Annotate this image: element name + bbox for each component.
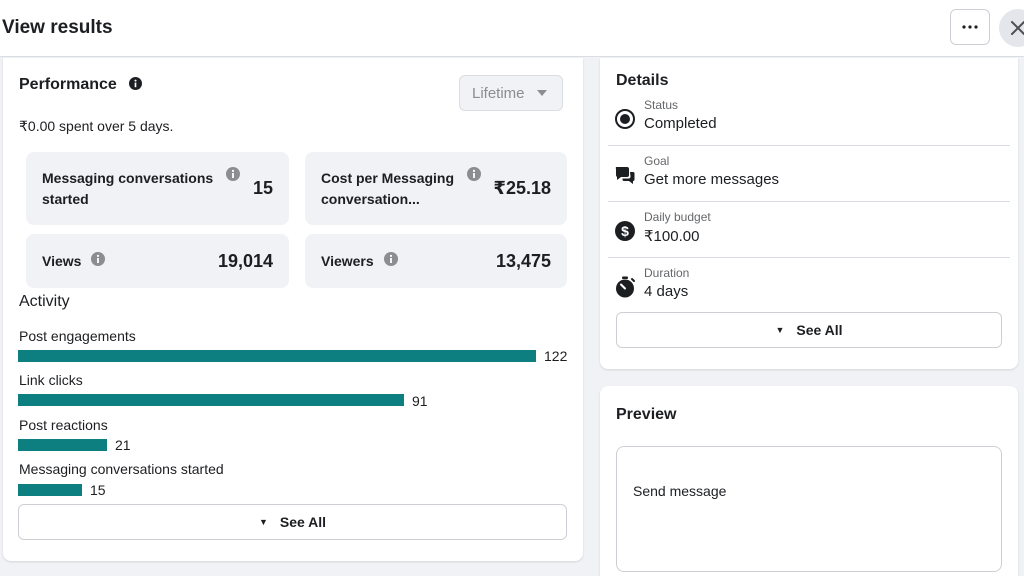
- detail-label: Daily budget: [644, 210, 711, 224]
- more-options-button[interactable]: [950, 9, 990, 45]
- preview-title: Preview: [616, 406, 677, 423]
- metric-value: 19,014: [217, 251, 273, 271]
- metric-value: ₹25.18: [493, 178, 551, 198]
- metric-views: Views 19,014: [26, 234, 289, 288]
- top-bar: View results: [0, 0, 1024, 57]
- metric-messaging-conversations: Messaging conversations started 15: [26, 152, 289, 225]
- metric-label: Views: [42, 251, 106, 272]
- metric-label: Messaging conversations started: [42, 168, 213, 210]
- metric-label-line1: Cost per Messaging: [321, 170, 455, 186]
- metric-label-line1: Viewers: [321, 253, 374, 269]
- activity-see-all-button[interactable]: ▼ See All: [18, 504, 567, 540]
- performance-card: Performance Lifetime ₹0.00 spent over 5 …: [3, 58, 583, 561]
- detail-duration: Duration 4 days: [608, 258, 1010, 314]
- date-range-dropdown[interactable]: Lifetime: [459, 75, 563, 111]
- chevron-down-icon: ▼: [775, 325, 785, 335]
- caret-down-icon: [536, 90, 547, 96]
- close-icon: [1011, 21, 1024, 35]
- detail-label: Duration: [644, 266, 690, 280]
- detail-status: Status Completed: [608, 90, 1010, 146]
- info-icon[interactable]: [383, 252, 398, 266]
- detail-label: Goal: [644, 154, 670, 168]
- metric-label-line1: Views: [42, 253, 82, 269]
- see-all-label: See All: [279, 514, 327, 530]
- ad-preview: Send message: [616, 446, 1002, 572]
- spent-summary: ₹0.00 spent over 5 days.: [19, 118, 174, 134]
- info-icon[interactable]: [226, 167, 240, 181]
- metric-label-line2: conversation...: [321, 191, 420, 207]
- activity-label: Post reactions: [19, 417, 108, 433]
- activity-value: 122: [544, 348, 568, 364]
- activity-label: Post engagements: [19, 328, 136, 344]
- metric-label: Viewers: [321, 251, 398, 272]
- details-card: Details Status Completed Goal Get more m…: [600, 58, 1018, 369]
- detail-value: Get more messages: [644, 171, 780, 188]
- detail-daily-budget: $ Daily budget ₹100.00: [608, 202, 1010, 258]
- metric-cost-per-messaging: Cost per Messaging conversation... ₹25.1…: [305, 152, 567, 225]
- activity-bar: [18, 484, 82, 496]
- activity-label: Link clicks: [19, 372, 83, 388]
- details-see-all-button[interactable]: ▼ See All: [616, 312, 1002, 348]
- performance-title-text: Performance: [19, 76, 117, 93]
- preview-message: Send message: [633, 483, 727, 499]
- detail-goal: Goal Get more messages: [608, 146, 1010, 202]
- info-icon[interactable]: [467, 167, 481, 181]
- duration-icon: [616, 276, 635, 298]
- chevron-down-icon: ▼: [258, 517, 268, 527]
- metric-value: 15: [252, 178, 273, 198]
- detail-value: 4 days: [644, 283, 689, 300]
- metric-label-line1: Messaging conversations: [42, 170, 214, 186]
- see-all-label: See All: [796, 322, 843, 338]
- detail-value: Completed: [644, 115, 717, 132]
- activity-bar: [18, 350, 536, 362]
- detail-value: ₹100.00: [644, 228, 700, 245]
- more-icon: [962, 25, 978, 29]
- activity-value: 15: [90, 482, 106, 498]
- svg-text:$: $: [621, 223, 629, 239]
- info-icon[interactable]: [129, 77, 143, 90]
- activity-label: Messaging conversations started: [19, 461, 224, 477]
- goal-icon: [615, 167, 635, 184]
- budget-icon: $: [615, 221, 635, 241]
- metric-label-line2: started: [42, 191, 89, 207]
- date-range-label: Lifetime: [472, 84, 525, 102]
- page-title: View results: [2, 17, 113, 38]
- activity-value: 91: [412, 393, 428, 409]
- metric-viewers: Viewers 13,475: [305, 234, 567, 288]
- metric-value: 13,475: [495, 251, 551, 271]
- status-icon: [615, 109, 635, 129]
- activity-value: 21: [115, 437, 131, 453]
- activity-title: Activity: [19, 293, 70, 310]
- preview-card: Preview Send message: [600, 386, 1018, 576]
- info-icon[interactable]: [91, 252, 106, 266]
- activity-bar: [18, 439, 107, 451]
- close-button[interactable]: [999, 9, 1024, 47]
- detail-label: Status: [644, 98, 679, 112]
- details-title: Details: [616, 72, 669, 89]
- performance-title: Performance: [19, 76, 143, 94]
- metric-label: Cost per Messaging conversation...: [321, 168, 454, 210]
- activity-bar: [18, 394, 404, 406]
